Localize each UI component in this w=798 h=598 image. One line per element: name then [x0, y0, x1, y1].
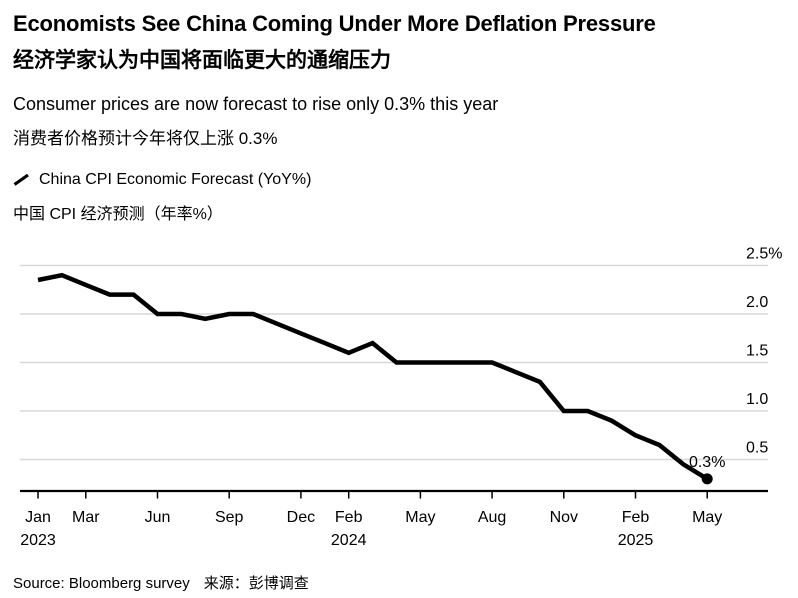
legend-label: China CPI Economic Forecast (YoY%)	[39, 171, 312, 188]
chart-legend-chinese: 中国 CPI 经济预测（年率%）	[13, 206, 223, 223]
y-tick-label: 2.5%	[746, 246, 782, 263]
x-tick-label: Jun	[145, 509, 171, 526]
x-tick-label: Feb	[622, 509, 650, 526]
x-tick-label: Sep	[215, 509, 244, 526]
x-tick-label: Dec	[287, 509, 315, 526]
x-tick-year-label: 2023	[20, 532, 56, 549]
cpi-forecast-line	[37, 272, 709, 481]
x-tick-year-label: 2024	[331, 532, 367, 549]
subtitle: Consumer prices are now forecast to rise…	[13, 94, 499, 114]
source-text-cn: 来源：彭博调查	[203, 575, 309, 592]
subtitle-chinese: 消费者价格预计今年将仅上涨 0.3%	[13, 129, 278, 148]
page-title: Economists See China Coming Under More D…	[13, 11, 656, 36]
source-text-en: Source: Bloomberg survey	[13, 575, 190, 592]
y-tick-label: 0.5	[746, 440, 768, 457]
page-title-chinese: 经济学家认为中国将面临更大的通缩压力	[13, 49, 391, 72]
y-tick-label: 1.0	[746, 391, 768, 408]
cpi-line-chart: 2.5% 2.0 1.5 1.0 0.5 Jan 2023 Mar Jun Sep Dec Feb 20…	[20, 246, 782, 549]
source-note: Source: Bloomberg survey 来源：彭博调查	[13, 572, 309, 593]
chart-legend: China CPI Economic Forecast (YoY%)	[13, 171, 311, 189]
x-tick-label: Aug	[478, 509, 506, 526]
x-tick-label: May	[692, 509, 722, 526]
end-point-dot	[701, 473, 713, 485]
x-tick-year-label: 2025	[618, 532, 654, 549]
diagonal-line-icon	[13, 173, 29, 186]
x-tick-label: May	[405, 509, 435, 526]
end-value-label: 0.3%	[689, 454, 725, 471]
x-tick-label: Mar	[72, 509, 100, 526]
y-tick-label: 2.0	[746, 294, 768, 311]
x-tick-label: Feb	[335, 509, 363, 526]
x-tick-label: Jan	[25, 509, 51, 526]
y-tick-label: 1.5	[746, 343, 768, 360]
x-tick-label: Nov	[550, 509, 578, 526]
